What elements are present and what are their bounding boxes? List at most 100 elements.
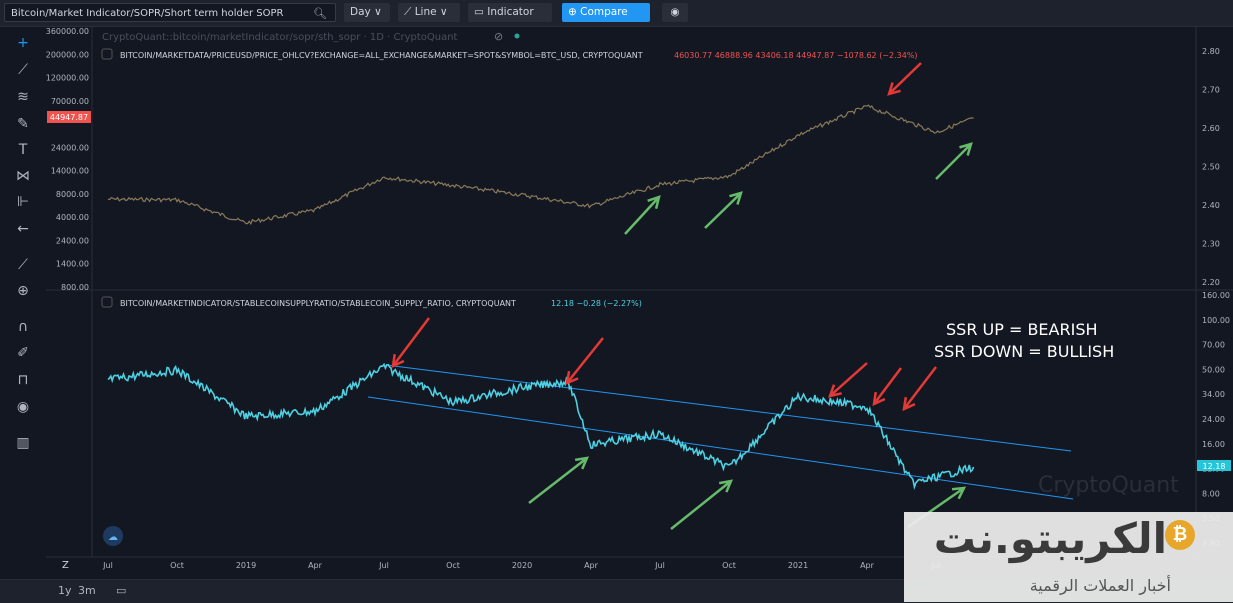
interval-dropdown[interactable]: Day ∨ [344, 3, 390, 22]
price-axis-tick: 8000.00 [56, 190, 89, 199]
ssr-axis-tick: 70.00 [1202, 341, 1225, 350]
cloud-icon[interactable] [103, 526, 123, 546]
status-dot [514, 33, 520, 39]
green-arrow-price-3 [935, 142, 973, 180]
price-axis-tick: 14000.00 [51, 167, 89, 176]
cryptoquant-watermark: CryptoQuant [1038, 473, 1179, 498]
line-chart-icon: ⟋ [404, 6, 415, 18]
ssr-axis-tick: 50.00 [1202, 365, 1225, 374]
zoom-in-icon[interactable]: ⊕ [17, 283, 29, 299]
time-axis-tick: Oct [170, 561, 184, 570]
pattern-icon[interactable]: ⋈ [16, 168, 30, 184]
chart-svg[interactable]: CryptoQuant::bitcoin/marketIndicator/sop… [46, 27, 1233, 579]
sopr-axis-tick: 2.20 [1202, 278, 1220, 287]
hide-eye-icon[interactable]: ⊘ [494, 30, 503, 43]
time-axis-tick: Oct [722, 561, 736, 570]
measure-icon[interactable]: ⊩ [16, 194, 30, 210]
chart-type-dropdown[interactable]: ⟋ Line ∨ [398, 3, 460, 22]
symbol-search-input[interactable]: Bitcoin/Market Indicator/SOPR/Short term… [4, 3, 336, 22]
collapse-legend-bottom-icon[interactable] [101, 296, 113, 308]
red-arrow-price-top [887, 62, 922, 96]
price-axis-tick: 800.00 [61, 283, 89, 292]
time-axis-tick: Apr [860, 561, 875, 570]
text-tool-icon[interactable]: T [18, 142, 28, 158]
price-axis-tick: 4000.00 [56, 213, 89, 222]
chart-area[interactable]: CryptoQuant::bitcoin/marketIndicator/sop… [46, 27, 1233, 583]
lock-icon[interactable]: ⊓ [17, 372, 29, 388]
sopr-axis-tick: 2.40 [1202, 201, 1220, 210]
sopr-axis-tick: 2.80 [1202, 47, 1220, 56]
bitcoin-coin-icon: ₿ [1165, 520, 1195, 550]
ssr-axis-tick: 160.00 [1202, 291, 1230, 300]
ssr-axis-tick: 16.00 [1202, 440, 1225, 449]
last-price-tag [47, 111, 91, 123]
drawing-toolbar: + ⟋ ≋ ✎ T ⋈ ⊩ ← ⟋ ⊕ ∩ ✐ ⊓ ◉ ▥ [0, 27, 47, 579]
last-ssr-tag [1197, 460, 1231, 471]
lock-draw-icon[interactable]: ✐ [17, 345, 29, 361]
plus-circle-icon: ⊕ [568, 6, 581, 18]
price-axis-tick: 2400.00 [56, 236, 89, 245]
channel-lower-line [367, 396, 1074, 500]
chart-type-label: Line ∨ [414, 6, 448, 18]
green-arrow-price-2 [704, 191, 743, 229]
z-label: Z [62, 560, 69, 571]
cloud-glyph: ☁ [108, 532, 118, 543]
indicator-icon: ▭ [474, 6, 488, 18]
ssr-axis-tick: 8.00 [1202, 489, 1220, 498]
trendline-icon[interactable]: ⟋ [18, 62, 28, 78]
time-axis-tick: Apr [308, 561, 323, 570]
price-legend-values: 46030.77 46888.96 43406.18 44947.87 −107… [674, 51, 918, 60]
price-axis-tick: 24000.00 [51, 143, 89, 152]
brush-icon[interactable]: ✎ [17, 116, 29, 132]
price-axis-tick: 360000.00 [46, 27, 89, 36]
range-1y-button[interactable]: 1y [58, 584, 72, 597]
indicator-label: Indicator [487, 6, 534, 18]
sopr-axis-tick: 2.30 [1202, 240, 1220, 249]
crosshair-icon[interactable]: + [17, 35, 29, 51]
red-arrow-ssr-1 [391, 317, 430, 369]
logo-arabic-subtitle: أخبار العملات الرقمية [1029, 576, 1171, 595]
time-axis-tick: 2020 [512, 561, 532, 570]
ssr-axis-tick: 34.00 [1202, 390, 1225, 399]
date-range-icon[interactable]: ▭ [116, 584, 127, 597]
time-axis-tick: Jul [654, 561, 665, 570]
price-legend-label: BITCOIN/MARKETDATA/PRICEUSD/PRICE_OHLCV?… [120, 51, 643, 60]
time-axis-tick: Jul [102, 561, 113, 570]
screenshot-camera-button[interactable]: ◉ [662, 3, 688, 22]
range-3m-button[interactable]: 3m [78, 584, 96, 597]
search-icon[interactable]: 🔍︎ [313, 7, 327, 20]
compare-button[interactable]: ⊕ Compare [562, 3, 650, 22]
price-axis-tick: 120000.00 [46, 74, 89, 83]
price-axis-tick: 1400.00 [56, 260, 89, 269]
ssr-up-annotation: SSR UP = BEARISH [946, 320, 1098, 339]
ssr-axis-tick: 100.00 [1202, 316, 1230, 325]
pane-watermark-title: CryptoQuant::bitcoin/marketIndicator/sop… [102, 32, 458, 43]
ssr-legend-values: 12.18 −0.28 (−2.27%) [551, 299, 642, 308]
eye-icon[interactable]: ◉ [16, 399, 30, 415]
algryptonet-logo: ₿ الكريبتو.نت أخبار العملات الرقمية [904, 512, 1233, 602]
time-axis-tick: Oct [446, 561, 460, 570]
sopr-axis-tick: 2.60 [1202, 124, 1220, 133]
fib-tool-icon[interactable]: ≋ [17, 89, 29, 105]
red-arrow-ssr-2 [565, 337, 604, 386]
sopr-axis-tick: 2.70 [1202, 86, 1220, 95]
time-axis-tick: 2021 [788, 561, 808, 570]
price-series-line [107, 104, 974, 226]
symbol-label: Bitcoin/Market Indicator/SOPR/Short term… [11, 8, 284, 19]
time-axis-tick: Jul [378, 561, 389, 570]
last-ssr-tag-label: 12.18 [1203, 462, 1226, 471]
ruler-icon[interactable]: ⟋ [18, 257, 28, 273]
collapse-legend-top-icon[interactable] [101, 48, 113, 60]
price-axis-tick: 70000.00 [51, 97, 89, 106]
ssr-down-annotation: SSR DOWN = BULLISH [934, 342, 1114, 361]
logo-arabic-title: الكريبتو.نت [933, 514, 1167, 563]
back-arrow-icon[interactable]: ← [17, 221, 29, 237]
indicator-button[interactable]: ▭ Indicator [468, 3, 552, 22]
sopr-axis-tick: 2.50 [1202, 163, 1220, 172]
magnet-icon[interactable]: ∩ [17, 319, 29, 335]
last-price-tag-label: 44947.87 [50, 113, 88, 122]
green-arrow-ssr-2 [670, 479, 734, 530]
green-arrow-price-1 [624, 195, 661, 235]
trash-icon[interactable]: ▥ [16, 435, 30, 451]
time-axis-tick: 2019 [236, 561, 256, 570]
